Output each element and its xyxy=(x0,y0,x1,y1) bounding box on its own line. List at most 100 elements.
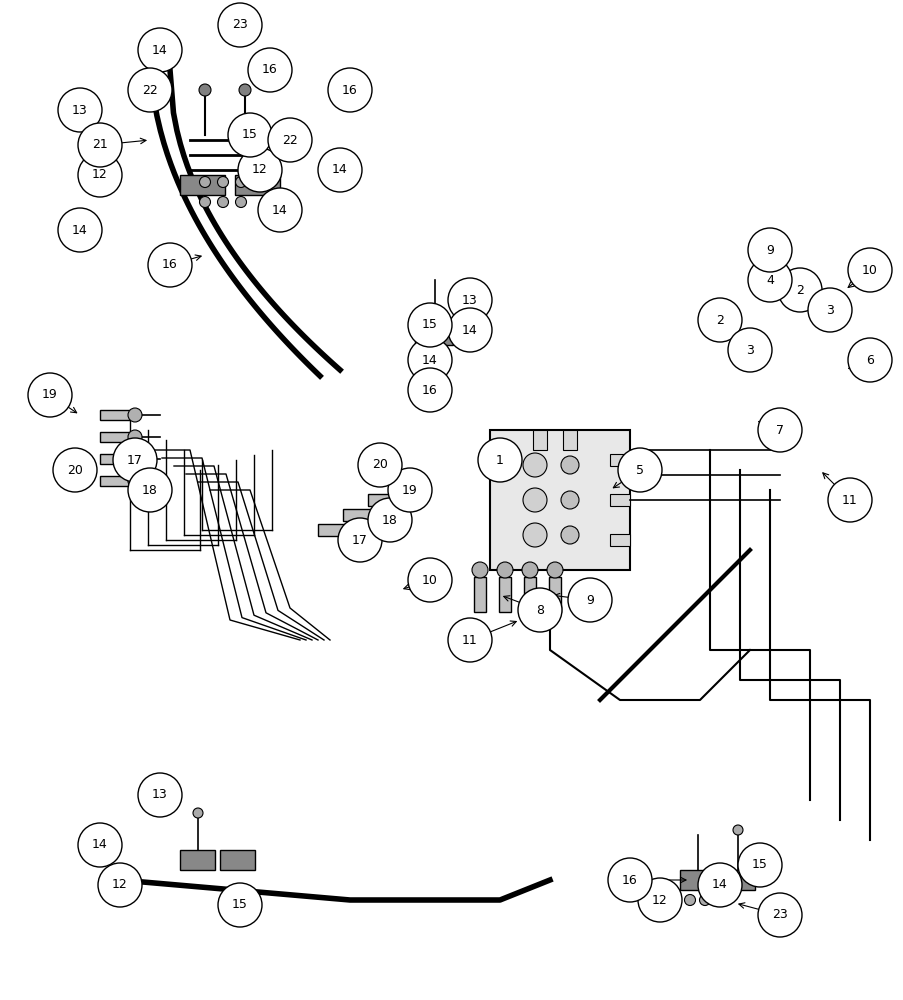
Circle shape xyxy=(407,338,452,382)
Circle shape xyxy=(697,298,741,342)
Circle shape xyxy=(218,3,262,47)
Circle shape xyxy=(478,438,521,482)
Text: 20: 20 xyxy=(372,458,387,472)
Circle shape xyxy=(128,408,142,422)
Bar xyxy=(498,577,510,612)
Text: 3: 3 xyxy=(825,304,833,316)
Circle shape xyxy=(747,228,791,272)
Circle shape xyxy=(237,148,282,192)
Circle shape xyxy=(561,491,578,509)
Circle shape xyxy=(349,522,365,538)
Text: 9: 9 xyxy=(585,593,593,606)
Text: 10: 10 xyxy=(422,574,437,586)
Circle shape xyxy=(699,894,710,906)
Bar xyxy=(414,323,433,345)
Circle shape xyxy=(58,208,102,252)
Text: 16: 16 xyxy=(262,63,277,76)
Text: 16: 16 xyxy=(162,258,178,271)
Text: 12: 12 xyxy=(252,163,267,176)
Circle shape xyxy=(608,858,651,902)
Text: 23: 23 xyxy=(771,908,787,922)
Text: 17: 17 xyxy=(351,534,368,546)
Circle shape xyxy=(228,113,272,157)
Circle shape xyxy=(148,243,191,287)
Circle shape xyxy=(200,176,210,188)
Circle shape xyxy=(727,328,771,372)
Circle shape xyxy=(374,507,389,523)
Circle shape xyxy=(128,474,142,488)
Bar xyxy=(610,534,629,546)
Circle shape xyxy=(407,303,452,347)
Text: 2: 2 xyxy=(796,284,803,296)
Text: 12: 12 xyxy=(651,894,667,906)
Text: 14: 14 xyxy=(331,163,348,176)
Text: 22: 22 xyxy=(282,133,298,146)
Text: 19: 19 xyxy=(402,484,417,497)
Circle shape xyxy=(267,118,312,162)
Text: 11: 11 xyxy=(842,493,857,506)
Text: 14: 14 xyxy=(272,204,287,217)
Text: 11: 11 xyxy=(461,634,478,647)
Circle shape xyxy=(199,84,210,96)
Circle shape xyxy=(757,893,801,937)
Text: 13: 13 xyxy=(461,294,478,306)
Circle shape xyxy=(567,578,611,622)
Text: 13: 13 xyxy=(152,788,168,802)
Bar xyxy=(100,410,130,420)
Circle shape xyxy=(697,863,741,907)
Text: 21: 21 xyxy=(92,138,107,151)
Text: 14: 14 xyxy=(422,354,437,366)
Circle shape xyxy=(78,153,122,197)
Bar xyxy=(100,454,130,464)
Circle shape xyxy=(777,268,821,312)
Text: 23: 23 xyxy=(232,18,247,31)
Text: 2: 2 xyxy=(715,314,723,326)
Circle shape xyxy=(737,843,781,887)
Text: 19: 19 xyxy=(42,388,58,401)
Text: 6: 6 xyxy=(865,354,873,366)
Bar xyxy=(563,430,576,450)
Circle shape xyxy=(78,123,122,167)
Bar xyxy=(524,577,535,612)
Circle shape xyxy=(128,468,172,512)
Circle shape xyxy=(827,478,871,522)
Text: 16: 16 xyxy=(341,84,358,97)
Text: 1: 1 xyxy=(496,454,503,466)
Circle shape xyxy=(78,823,122,867)
Circle shape xyxy=(318,148,361,192)
Circle shape xyxy=(200,196,210,208)
Text: 17: 17 xyxy=(127,454,143,466)
Circle shape xyxy=(238,84,251,96)
Circle shape xyxy=(747,258,791,302)
Circle shape xyxy=(328,68,372,112)
Circle shape xyxy=(128,68,172,112)
Circle shape xyxy=(138,28,182,72)
Circle shape xyxy=(113,438,157,482)
Circle shape xyxy=(521,562,537,578)
Circle shape xyxy=(448,308,491,352)
Circle shape xyxy=(517,588,562,632)
Text: 14: 14 xyxy=(72,224,88,236)
Circle shape xyxy=(236,176,247,188)
Circle shape xyxy=(58,88,102,132)
Text: 9: 9 xyxy=(765,243,773,256)
Text: 10: 10 xyxy=(861,263,877,276)
Text: 12: 12 xyxy=(92,168,107,182)
Circle shape xyxy=(257,188,302,232)
Bar xyxy=(219,850,255,870)
Text: 18: 18 xyxy=(382,514,397,526)
Circle shape xyxy=(236,196,247,208)
Text: 20: 20 xyxy=(67,464,83,477)
Bar xyxy=(533,430,546,450)
Circle shape xyxy=(523,488,546,512)
Text: 14: 14 xyxy=(92,838,107,852)
Text: 13: 13 xyxy=(72,104,88,116)
Circle shape xyxy=(561,456,578,474)
Circle shape xyxy=(546,562,563,578)
Bar xyxy=(473,577,486,612)
Circle shape xyxy=(138,773,182,817)
Circle shape xyxy=(757,408,801,452)
Text: 22: 22 xyxy=(142,84,158,97)
Bar xyxy=(719,870,754,890)
Circle shape xyxy=(387,468,432,512)
